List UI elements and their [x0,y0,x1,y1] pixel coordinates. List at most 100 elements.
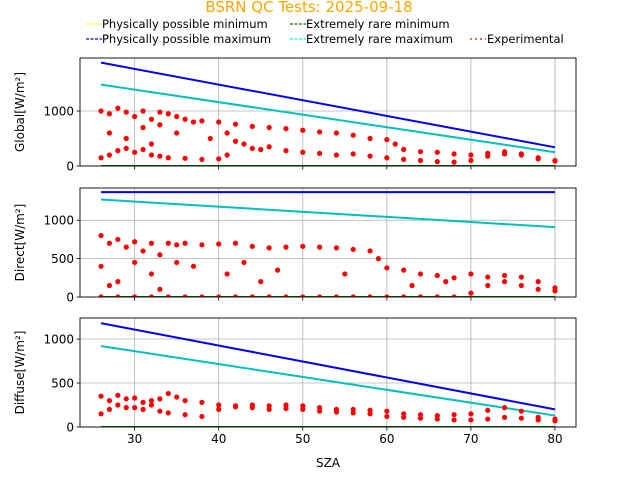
experimental-point [350,151,356,157]
experimental-point [232,121,239,127]
experimental-point [148,141,155,147]
experimental-point [266,124,272,131]
experimental-point [518,274,524,280]
y-tick-label: 0 [66,421,74,435]
y-tick-label: 1000 [43,105,74,119]
experimental-point [216,406,222,413]
experimental-point [501,414,508,420]
experimental-point [451,159,457,165]
experimental-point [148,398,155,404]
experimental-point [249,123,255,130]
experimental-point [417,415,424,421]
experimental-point [157,122,163,128]
y-tick-label: 1000 [43,333,74,347]
experimental-point [258,146,264,153]
experimental-point [123,109,129,115]
experimental-point [283,244,289,250]
experimental-point [401,294,407,297]
experimental-point [283,405,289,412]
experimental-point [283,148,289,154]
experimental-point [132,395,138,401]
experimental-point [367,135,373,142]
y-tick-label: 0 [66,291,74,305]
phys-max-line [100,61,556,149]
axes-frame [79,317,577,428]
experimental-point [468,152,474,158]
experimental-point [535,286,541,292]
experimental-point [316,408,323,414]
experimental-point [165,155,171,161]
experimental-point [485,153,491,159]
experimental-point [451,294,457,297]
experimental-point [434,159,440,165]
experimental-point [115,294,121,297]
experimental-point [216,119,222,125]
y-tick-label: 1000 [43,214,74,228]
experimental-point [266,144,272,150]
experimental-point [115,105,121,111]
experimental-point [174,130,180,136]
experimental-point [535,279,541,285]
experimental-point [115,279,121,285]
experimental-point [98,108,104,114]
experimental-point [316,150,323,156]
experimental-point [367,153,373,159]
experimental-point [333,152,340,158]
experimental-point [140,108,146,114]
experimental-point [316,294,323,297]
experimental-point [451,151,457,157]
experimental-point [468,411,474,417]
experimental-point [199,399,205,405]
experimental-point [232,138,239,144]
experimental-point [468,271,474,277]
experimental-point [199,294,205,297]
experimental-point [182,412,188,418]
experimental-point [518,415,524,421]
experimental-point [123,145,129,152]
experimental-point [140,248,146,254]
experimental-point [350,132,356,138]
experimental-point [401,146,407,153]
experimental-point [174,394,180,400]
experimental-point [518,152,524,158]
experimental-point [401,156,407,163]
experimental-point [468,417,474,423]
experimental-point [106,406,113,413]
plot-area [98,322,558,427]
experimental-point [106,111,113,117]
experimental-point [468,157,474,164]
experimental-point [485,416,491,422]
legend-label-1: Extremely rare minimum [306,17,450,31]
experimental-point [148,294,155,297]
experimental-point [434,149,440,155]
experimental-point [384,265,390,271]
legend-label-4: Experimental [487,32,564,46]
experimental-point [249,405,255,411]
experimental-point [367,294,373,297]
experimental-point [98,411,104,417]
experimental-point [249,294,255,297]
x-tick-label: 50 [295,432,310,446]
experimental-point [485,274,491,280]
experimental-point [224,271,230,277]
axes-frame [79,57,577,167]
experimental-point [350,294,356,297]
experimental-point [241,141,247,147]
plot-area [98,191,558,297]
experimental-point [123,244,129,250]
experimental-point [115,148,121,154]
experimental-point [283,126,289,132]
legend-label-0: Physically possible minimum [102,17,268,31]
experimental-point [182,294,188,297]
experimental-point [123,135,129,142]
experimental-point [451,412,457,418]
experimental-point [451,417,457,423]
x-tick-label: 80 [547,432,562,446]
experimental-point [157,286,163,292]
experimental-point [165,240,171,246]
x-tick-label: 60 [379,432,394,446]
rare-max-line [100,198,556,229]
experimental-point [132,149,138,155]
experimental-point [157,109,163,115]
experimental-point [199,242,205,248]
